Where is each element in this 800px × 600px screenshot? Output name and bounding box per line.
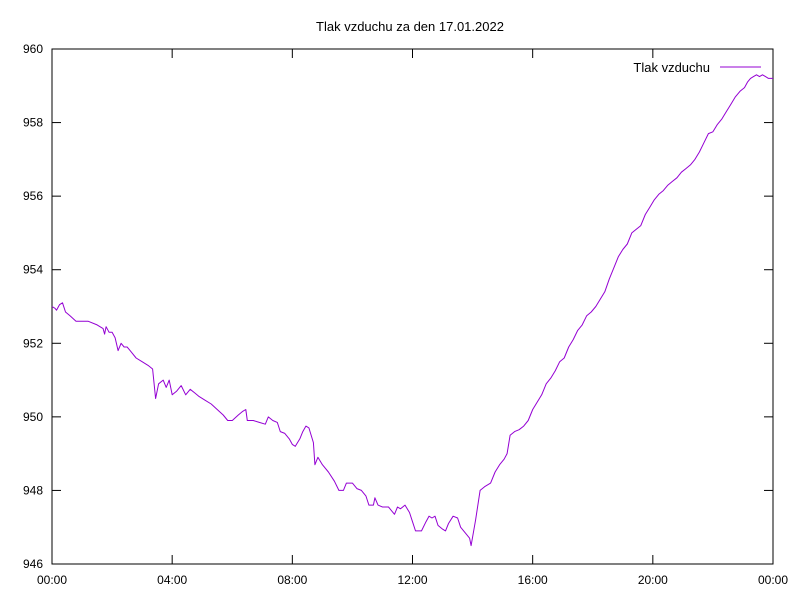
x-tick-label: 20:00 xyxy=(638,573,668,587)
y-tick-label: 954 xyxy=(23,263,43,277)
x-tick-label: 16:00 xyxy=(518,573,548,587)
x-tick-label: 00:00 xyxy=(37,573,67,587)
series-line xyxy=(51,74,773,547)
x-tick-label: 00:00 xyxy=(758,573,788,587)
x-tick-label: 08:00 xyxy=(277,573,307,587)
y-tick-label: 946 xyxy=(23,557,43,571)
y-tick-label: 958 xyxy=(23,116,43,130)
legend: Tlak vzduchu xyxy=(633,60,761,75)
plot-frame xyxy=(51,48,774,565)
series-layer xyxy=(51,74,773,547)
y-tick-label: 956 xyxy=(23,189,43,203)
chart-title: Tlak vzduchu za den 17.01.2022 xyxy=(316,19,504,34)
y-tick-label: 948 xyxy=(23,483,43,497)
legend-label: Tlak vzduchu xyxy=(633,60,710,75)
x-tick-label: 04:00 xyxy=(157,573,187,587)
y-tick-label: 952 xyxy=(23,336,43,350)
x-axis: 00:00 04:00 08:00 12:00 16:00 20:00 00:00 xyxy=(37,49,788,587)
x-tick-label: 12:00 xyxy=(397,573,427,587)
y-tick-label: 960 xyxy=(23,42,43,56)
y-axis: 946 948 950 952 954 956 958 960 xyxy=(23,42,773,571)
y-tick-label: 950 xyxy=(23,410,43,424)
